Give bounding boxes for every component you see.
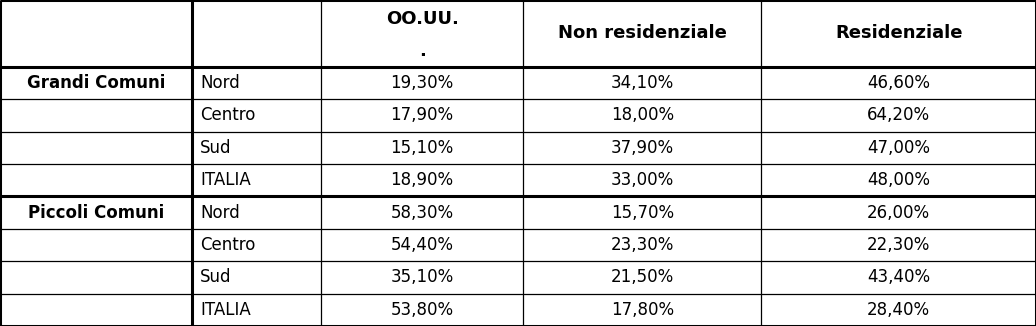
Text: Sud: Sud [200,268,231,287]
Text: 15,70%: 15,70% [611,204,673,222]
Text: 54,40%: 54,40% [391,236,454,254]
Text: 35,10%: 35,10% [391,268,454,287]
Text: Sud: Sud [200,139,231,157]
Text: 15,10%: 15,10% [391,139,454,157]
Text: 21,50%: 21,50% [610,268,674,287]
Text: ITALIA: ITALIA [200,171,251,189]
Text: 47,00%: 47,00% [867,139,930,157]
Text: 34,10%: 34,10% [610,74,674,92]
Text: 17,80%: 17,80% [611,301,673,319]
Text: 58,30%: 58,30% [391,204,454,222]
Text: Piccoli Comuni: Piccoli Comuni [28,204,164,222]
Text: 64,20%: 64,20% [867,106,930,125]
Text: 46,60%: 46,60% [867,74,930,92]
Text: Nord: Nord [200,74,239,92]
Text: .: . [419,42,426,60]
Text: OO.UU.: OO.UU. [385,10,459,28]
Text: 53,80%: 53,80% [391,301,454,319]
Text: Centro: Centro [200,236,255,254]
Text: 18,90%: 18,90% [391,171,454,189]
Text: 17,90%: 17,90% [391,106,454,125]
Text: 22,30%: 22,30% [867,236,930,254]
Text: ITALIA: ITALIA [200,301,251,319]
Text: 28,40%: 28,40% [867,301,930,319]
Text: 43,40%: 43,40% [867,268,930,287]
Text: Non residenziale: Non residenziale [557,24,727,42]
Text: Nord: Nord [200,204,239,222]
Text: 19,30%: 19,30% [391,74,454,92]
Text: 48,00%: 48,00% [867,171,930,189]
Text: Residenziale: Residenziale [835,24,962,42]
Text: 37,90%: 37,90% [611,139,673,157]
Text: Grandi Comuni: Grandi Comuni [27,74,165,92]
Text: 23,30%: 23,30% [610,236,674,254]
Text: Centro: Centro [200,106,255,125]
Text: 33,00%: 33,00% [610,171,674,189]
Text: 26,00%: 26,00% [867,204,930,222]
Text: 18,00%: 18,00% [611,106,673,125]
